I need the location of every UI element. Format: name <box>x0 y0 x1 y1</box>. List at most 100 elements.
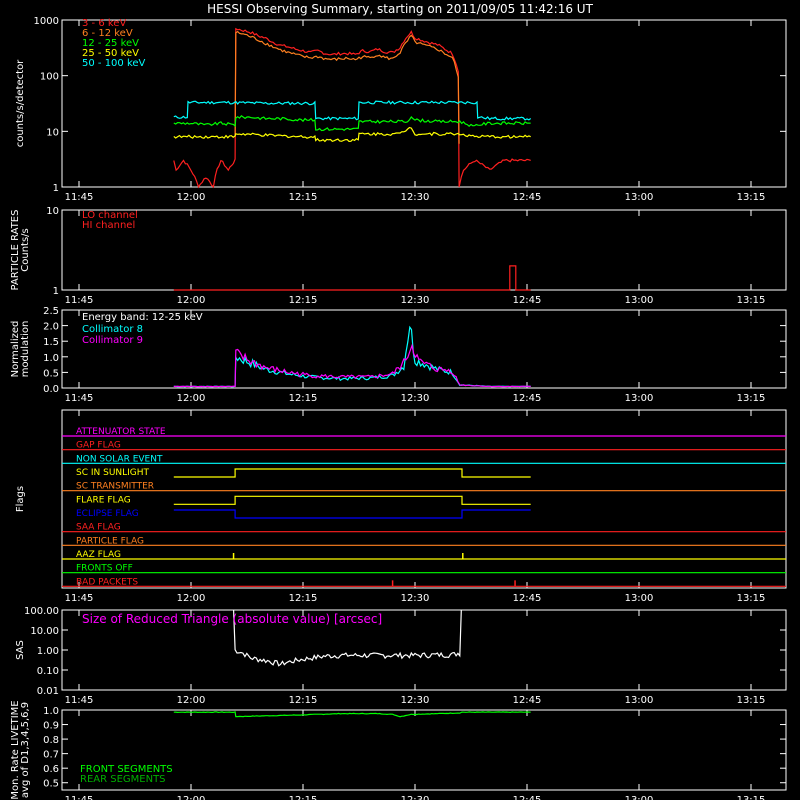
y-tick-label: 1 <box>53 286 59 297</box>
flag-label: FLARE FLAG <box>76 495 131 505</box>
x-tick-label: 12:00 <box>177 695 206 706</box>
x-tick-label: 12:45 <box>513 295 542 306</box>
chart-title: HESSI Observing Summary, starting on 201… <box>207 2 593 16</box>
x-tick-label: 12:15 <box>289 593 318 604</box>
y-tick-label: 1000 <box>34 16 59 27</box>
flag-label: PARTICLE FLAG <box>76 536 144 546</box>
x-tick-label: 13:00 <box>625 393 654 404</box>
y-tick-label: 0.5 <box>43 779 59 790</box>
x-tick-label: 12:15 <box>289 795 318 800</box>
panels-group: 11:45 12:00 12:15 12:30 12:45 13:00 13:15 count… <box>10 16 787 800</box>
flag-line <box>173 509 531 519</box>
y-axis-label: PARTICLE RATES <box>10 210 21 291</box>
y-axis-label: avg of D1,3,4,5,6,9 <box>20 702 31 798</box>
flag-label: SC IN SUNLIGHT <box>76 468 150 478</box>
flag-label: ECLIPSE FLAG <box>76 509 139 519</box>
panel-2: 11:45 12:00 12:15 12:30 12:45 13:00 13:15 Norma… <box>10 306 787 404</box>
legend-entry: Collimator 9 <box>82 335 143 346</box>
series-line-25-50-kev <box>173 126 531 143</box>
y-axis-label: counts/s/detector <box>15 59 26 147</box>
x-tick-label: 13:15 <box>737 393 766 404</box>
y-tick-label: 0.6 <box>43 764 59 775</box>
y-tick-label: 0.0 <box>43 384 59 395</box>
flag-label: GAP FLAG <box>76 441 121 451</box>
y-tick-label: 1 <box>53 183 59 194</box>
panel-frame <box>61 409 787 589</box>
flag-label: AAZ FLAG <box>76 550 121 560</box>
x-tick-label: 12:15 <box>289 295 318 306</box>
x-tick-label: 11:45 <box>65 695 94 706</box>
series-line-front-segments <box>173 711 531 718</box>
x-tick-label: 13:00 <box>625 695 654 706</box>
y-tick-label: 0.10 <box>37 666 59 677</box>
y-axis-label: Mon. Rate LIVETIME <box>10 700 21 799</box>
x-tick-label: 11:45 <box>65 393 94 404</box>
flag-label: NON SOLAR EVENT <box>76 454 163 464</box>
x-tick-label: 12:30 <box>401 192 430 203</box>
y-axis-label: Normalized <box>10 321 21 378</box>
y-tick-label: 0.01 <box>37 686 59 697</box>
x-tick-label: 13:15 <box>737 695 766 706</box>
flag-line <box>173 468 531 478</box>
y-axis-label: SAS <box>15 640 26 660</box>
x-tick-label: 12:00 <box>177 593 206 604</box>
x-tick-label: 12:00 <box>177 192 206 203</box>
legend-entry: 3 - 6 keV <box>82 18 126 29</box>
x-tick-label: 13:15 <box>737 295 766 306</box>
y-tick-label: 1.0 <box>43 353 59 364</box>
y-tick-label: 0.7 <box>43 750 59 761</box>
x-tick-label: 12:15 <box>289 393 318 404</box>
flag-line <box>173 495 531 505</box>
panel-0: 11:45 12:00 12:15 12:30 12:45 13:00 13:15 count… <box>15 16 787 203</box>
x-tick-label: 12:45 <box>513 695 542 706</box>
series-line-collimator-9 <box>173 343 531 388</box>
x-tick-label: 12:45 <box>513 393 542 404</box>
y-tick-label: 10 <box>46 127 59 138</box>
flag-label: FRONTS OFF <box>76 564 133 574</box>
x-tick-label: 13:15 <box>737 192 766 203</box>
y-axis-label: Flags <box>15 486 26 512</box>
flag-label: ATTENUATOR STATE <box>76 427 166 437</box>
panel-1: 11:45 12:00 12:15 12:30 12:45 13:00 13:15 PARTI… <box>10 206 787 306</box>
series-line-lo-channel <box>173 265 531 291</box>
y-tick-label: 0.5 <box>43 368 59 379</box>
legend-entry: 25 - 50 keV <box>82 48 139 59</box>
y-tick-label: 10.00 <box>30 626 59 637</box>
series-line-6-12-kev <box>234 30 460 144</box>
legend-entry: 6 - 12 keV <box>82 28 133 39</box>
panel-5: 11:45 12:00 12:15 12:30 12:45 13:00 13:15 Mon. … <box>10 700 787 800</box>
x-tick-label: 12:15 <box>289 192 318 203</box>
y-tick-label: 1.5 <box>43 337 59 348</box>
x-tick-label: 13:00 <box>625 795 654 800</box>
x-tick-label: 12:00 <box>177 795 206 800</box>
x-tick-label: 12:15 <box>289 695 318 706</box>
legend-entry: REAR SEGMENTS <box>80 774 166 785</box>
sas-annotation: Size of Reduced Triangle (absolute value… <box>82 612 382 626</box>
y-tick-label: 2.5 <box>43 306 59 317</box>
legend-entry: Collimator 8 <box>82 324 143 335</box>
x-tick-label: 12:30 <box>401 393 430 404</box>
panel-3: 11:45 12:00 12:15 12:30 12:45 13:00 13:15 Flags… <box>15 409 787 604</box>
energy-band-annotation: Energy band: 12-25 keV <box>82 312 203 323</box>
panel-frame <box>61 709 787 791</box>
legend-entry: 50 - 100 keV <box>82 58 146 69</box>
legend-entry: 12 - 25 keV <box>82 38 139 49</box>
panel-frame <box>61 19 787 188</box>
x-tick-label: 13:00 <box>625 192 654 203</box>
x-tick-label: 11:45 <box>65 795 94 800</box>
y-axis-label: modulation <box>20 321 31 378</box>
x-tick-label: 13:15 <box>737 593 766 604</box>
y-tick-label: 1.0 <box>43 706 59 717</box>
x-tick-label: 12:30 <box>401 795 430 800</box>
legend-entry: FRONT SEGMENTS <box>80 764 173 775</box>
x-tick-label: 12:30 <box>401 695 430 706</box>
legend-entry: HI channel <box>82 220 135 231</box>
flag-label: SC TRANSMITTER <box>76 482 154 492</box>
series-line-50-100-kev <box>173 100 532 121</box>
x-tick-label: 13:00 <box>625 295 654 306</box>
x-tick-label: 12:45 <box>513 192 542 203</box>
legend-entry: LO channel <box>82 210 138 221</box>
x-tick-label: 12:45 <box>513 795 542 800</box>
panel-frame <box>61 309 787 389</box>
